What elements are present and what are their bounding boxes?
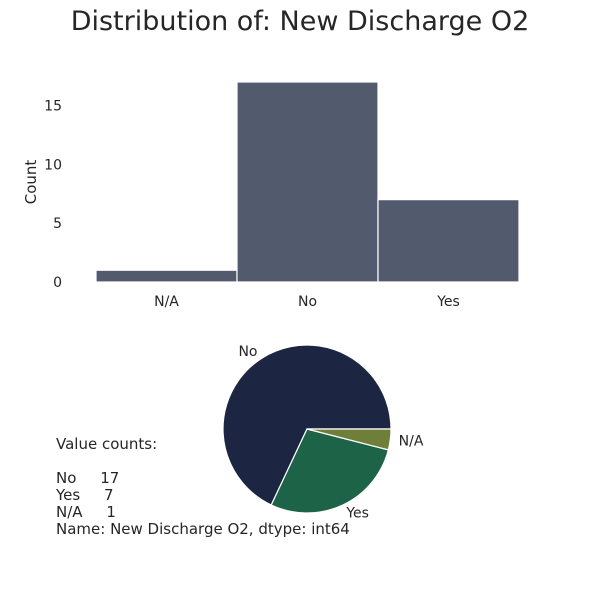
value-counts-heading: Value counts: <box>56 435 158 453</box>
value-counts-text: Value counts: No 17 Yes 7 N/A 1 Name: Ne… <box>56 436 350 538</box>
pie-label: No <box>238 344 257 360</box>
x-tick-label: Yes <box>436 294 460 310</box>
pie-chart: No Yes N/A <box>222 344 424 522</box>
y-tick-label: 10 <box>44 157 62 173</box>
pie-slice <box>270 428 390 514</box>
y-axis-label: Count <box>22 160 40 205</box>
bar <box>95 269 238 283</box>
bar <box>236 81 379 283</box>
value-counts-row: Yes 7 <box>56 486 114 504</box>
pie-label: N/A <box>399 434 424 450</box>
pie-slice <box>306 428 392 451</box>
bar-chart: N/A No Yes 0 5 10 15 Count <box>22 81 520 310</box>
y-tick-label: 0 <box>53 275 62 291</box>
y-tick-label: 15 <box>44 99 62 115</box>
x-tick-label: N/A <box>154 294 179 310</box>
y-tick-label: 5 <box>53 216 62 232</box>
pie-slice <box>222 344 392 506</box>
bar <box>377 199 520 283</box>
value-counts-footer: Name: New Discharge O2, dtype: int64 <box>56 520 350 538</box>
chart-title: Distribution of: New Discharge O2 <box>70 6 530 37</box>
pie-label: Yes <box>345 506 369 522</box>
value-counts-row: N/A 1 <box>56 503 116 521</box>
value-counts-row: No 17 <box>56 469 120 487</box>
x-tick-label: No <box>298 294 317 310</box>
